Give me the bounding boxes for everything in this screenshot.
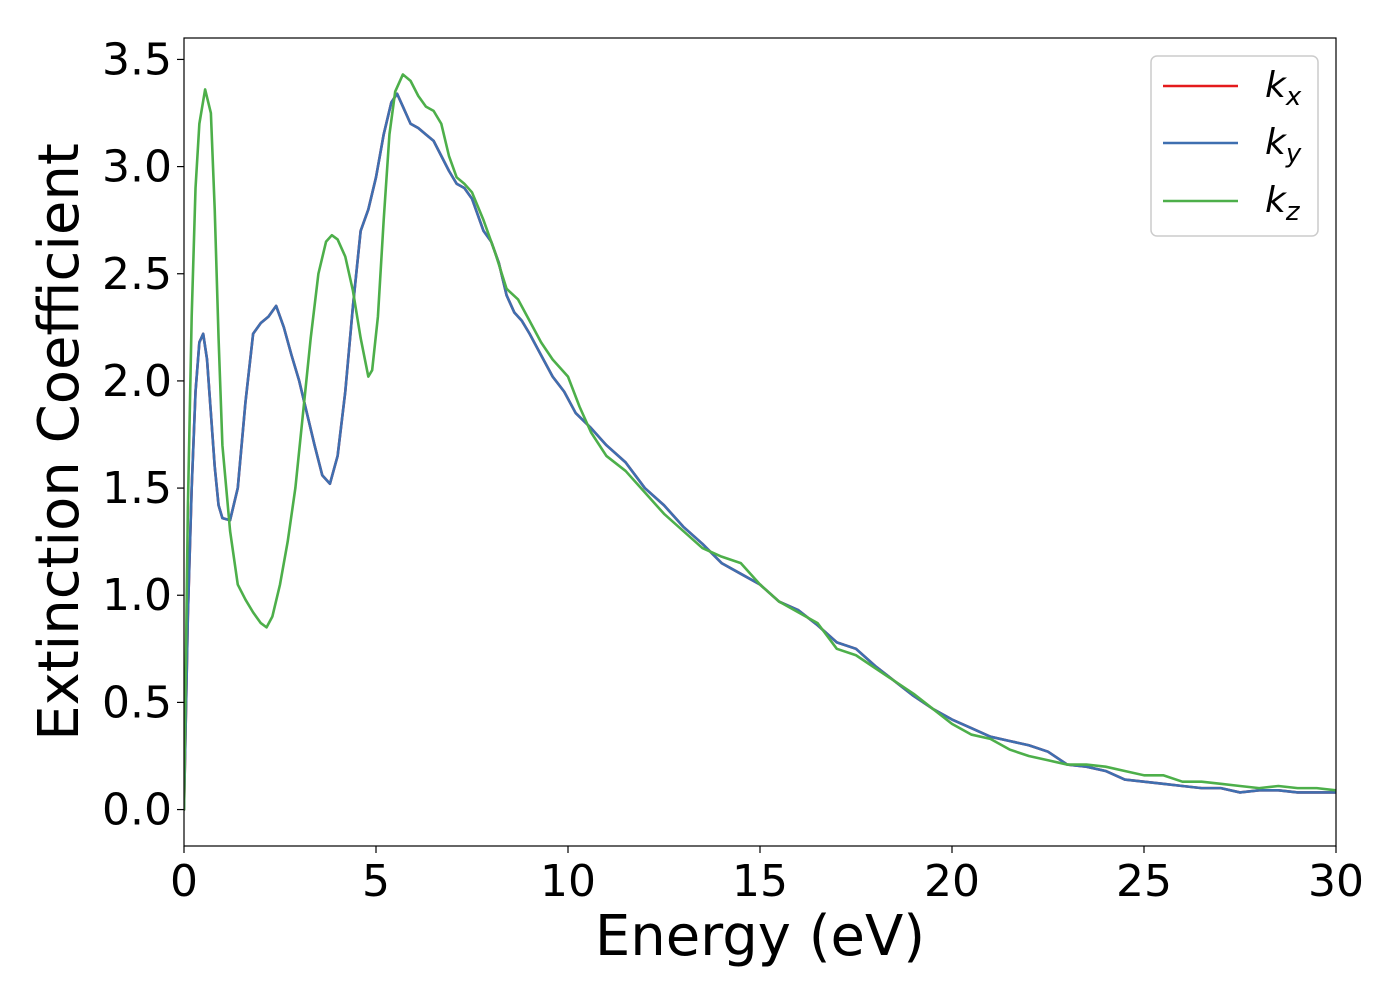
legend-label-z: kz xyxy=(1265,180,1301,227)
y-tick-label: 1.5 xyxy=(102,463,172,514)
legend-label-y: ky xyxy=(1265,122,1302,169)
x-axis-title: Energy (eV) xyxy=(595,904,925,969)
y-tick-label: 2.0 xyxy=(102,356,172,407)
x-tick-label: 10 xyxy=(540,856,596,907)
x-tick-label: 0 xyxy=(170,856,198,907)
series-lines xyxy=(184,73,1336,811)
x-tick-label: 15 xyxy=(732,856,788,907)
x-tick-label: 30 xyxy=(1308,856,1364,907)
x-tick-label: 20 xyxy=(924,856,980,907)
y-tick-label: 3.0 xyxy=(102,142,172,193)
x-tick-label: 5 xyxy=(362,856,390,907)
legend-label-x: kx xyxy=(1265,65,1302,112)
y-tick-label: 0.0 xyxy=(102,785,172,836)
series-line-y xyxy=(184,92,1336,811)
y-tick-label: 3.5 xyxy=(102,34,172,85)
x-tick-label: 25 xyxy=(1116,856,1172,907)
legend: kx ky kz xyxy=(1150,55,1319,237)
legend-box xyxy=(1150,55,1319,237)
y-axis-title: Extinction Coefficient xyxy=(27,143,92,741)
series-line-z xyxy=(184,73,1336,811)
y-tick-label: 0.5 xyxy=(102,677,172,728)
y-tick-label: 1.0 xyxy=(102,570,172,621)
axis-ticks: 0 5 10 15 20 25 30 0.0 0.5 1.0 1.5 2.0 2.5 3.0 3.5 xyxy=(102,34,1364,907)
y-tick-label: 2.5 xyxy=(102,249,172,300)
